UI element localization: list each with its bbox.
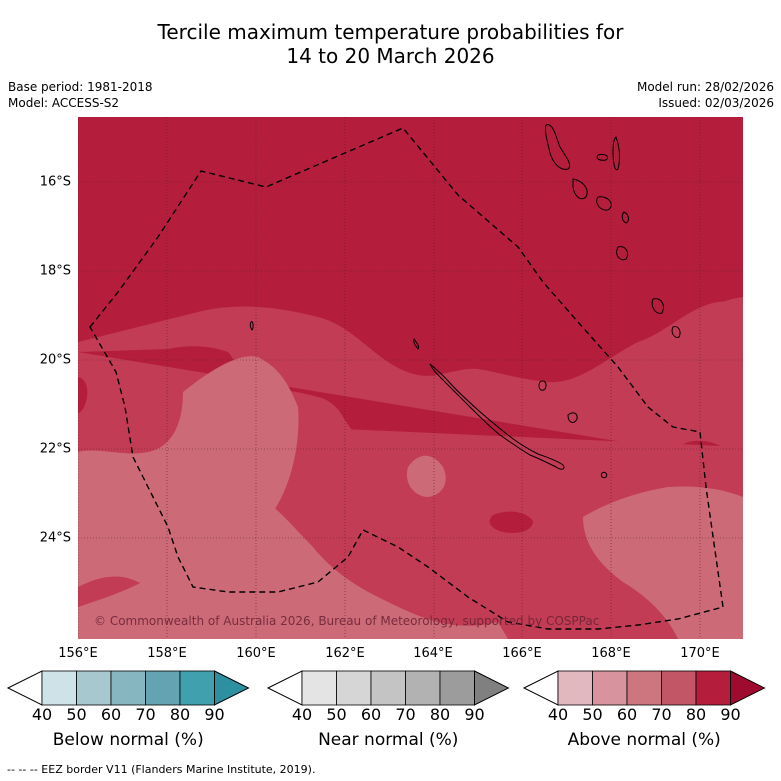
colorbar-above-segment: [661, 670, 697, 706]
colorbar-near-label: Near normal (%): [318, 730, 459, 750]
new-caledonia-island: [429, 363, 565, 470]
colorbar-near-segment: [370, 670, 406, 706]
island-vanuatu-tanna: [671, 326, 681, 338]
map-svg: [77, 117, 743, 639]
legend-colorbars: [6, 670, 766, 706]
island-loyalty-3: [600, 471, 608, 479]
colorbar-above-high-arrow: [730, 670, 766, 706]
lon-label-166e: 166°E: [502, 646, 542, 661]
base-period: Base period: 1981-2018: [8, 80, 153, 94]
colorbar-above-segment: [626, 670, 662, 706]
lat-label-20s: 20°S: [39, 352, 71, 368]
colorbar-below-segment: [110, 670, 146, 706]
lat-label-18s: 18°S: [39, 263, 71, 279]
colorbar-above-tick: 70: [651, 705, 672, 724]
colorbar-below-segment: [179, 670, 215, 706]
island-belep: [413, 337, 420, 350]
colorbar-near-segment: [301, 670, 337, 706]
colorbar-below-segment: [41, 670, 77, 706]
colorbar-above-tick: 90: [720, 705, 741, 724]
colorbar-below-tick: 80: [169, 705, 191, 724]
prob-field-60-east: [583, 486, 743, 639]
prob-field-70-ne: [677, 297, 743, 377]
colorbar-near-tick: 80: [429, 705, 451, 724]
island-loyalty-2: [538, 380, 547, 391]
prob-field-80-west: [78, 377, 88, 413]
lon-label-164e: 164°E: [413, 646, 453, 661]
colorbar-above-segment: [695, 670, 731, 706]
island-vanuatu-ambrym: [596, 154, 609, 161]
colorbar-above-tick: 60: [616, 705, 638, 724]
colorbar-near-high-arrow: [474, 670, 510, 706]
colorbar-near-low-arrow: [266, 670, 303, 706]
colorbar-near-tick: 70: [395, 705, 416, 724]
eez-footnote: -- -- -- EEZ border V11 (Flanders Marine…: [7, 763, 316, 776]
island-vanuatu-pentecost: [612, 136, 620, 171]
prob-field-60-south: [78, 496, 508, 639]
model-run: Model run: 28/02/2026: [636, 80, 774, 94]
colorbar-above-tick: 80: [685, 705, 707, 724]
colorbar-near-segment: [405, 670, 441, 706]
copyright-notice: © Commonwealth of Australia 2026, Bureau…: [94, 614, 600, 628]
island-loyalty-1: [567, 412, 578, 423]
colorbar-near-tick: 50: [326, 705, 347, 724]
lat-label-24s: 24°S: [39, 530, 71, 546]
issued-date: Issued: 02/03/2026: [658, 96, 774, 110]
lon-label-170e: 170°E: [680, 646, 720, 661]
colorbar-below-tick: 40: [31, 705, 53, 724]
colorbar-below-label: Below normal (%): [52, 730, 204, 750]
lat-label-22s: 22°S: [39, 441, 71, 457]
lon-label-168e: 168°E: [591, 646, 631, 661]
island-vanuatu-shepherd: [621, 211, 629, 224]
colorbar-below-tick: 70: [135, 705, 156, 724]
colorbar-above-segment: [592, 670, 628, 706]
colorbar-below-tick: 50: [66, 705, 87, 724]
island-vanuatu-efate: [616, 246, 629, 261]
island-vanuatu-erromango: [651, 298, 664, 314]
colorbar-above-segment: [557, 670, 593, 706]
lon-label-160e: 160°E: [236, 646, 276, 661]
prob-field-60-center: [406, 455, 446, 497]
colorbar-above-low-arrow: [522, 670, 559, 706]
colorbar-below-segment: [145, 670, 181, 706]
map-title-line1: Tercile maximum temperature probabilitie…: [157, 20, 624, 44]
colorbar-above-label: Above normal (%): [567, 730, 721, 750]
lat-label-16s: 16°S: [39, 174, 71, 190]
colorbar-near-segment: [439, 670, 475, 706]
colorbar-below-high-arrow: [214, 670, 250, 706]
island-vanuatu-epi: [596, 196, 612, 211]
lon-label-162e: 162°E: [325, 646, 365, 661]
colorbar-below-tick: 90: [204, 705, 225, 724]
map-title-line2: 14 to 20 March 2026: [286, 44, 495, 68]
island-vanuatu-malekula: [572, 178, 588, 200]
colorbar-below-low-arrow: [6, 670, 43, 706]
colorbar-near-segment: [336, 670, 372, 706]
colorbar-below-segment: [76, 670, 112, 706]
colorbar-below-tick: 60: [100, 705, 122, 724]
colorbar-near-tick: 90: [464, 705, 485, 724]
model-name: Model: ACCESS-S2: [8, 96, 120, 110]
colorbar-below: [6, 670, 250, 706]
colorbar-above: [522, 670, 766, 706]
colorbar-near-tick: 60: [360, 705, 382, 724]
colorbar-near: [266, 670, 510, 706]
island-chesterfield: [249, 321, 254, 331]
colorbar-near-tick: 40: [291, 705, 313, 724]
map-area: © Commonwealth of Australia 2026, Bureau…: [77, 117, 743, 639]
eez-border: [89, 127, 724, 630]
lon-label-158e: 158°E: [147, 646, 187, 661]
colorbar-above-tick: 50: [582, 705, 603, 724]
lon-label-156e: 156°E: [58, 646, 98, 661]
colorbar-above-tick: 40: [547, 705, 569, 724]
island-vanuatu-espiritu-santo: [545, 124, 571, 170]
